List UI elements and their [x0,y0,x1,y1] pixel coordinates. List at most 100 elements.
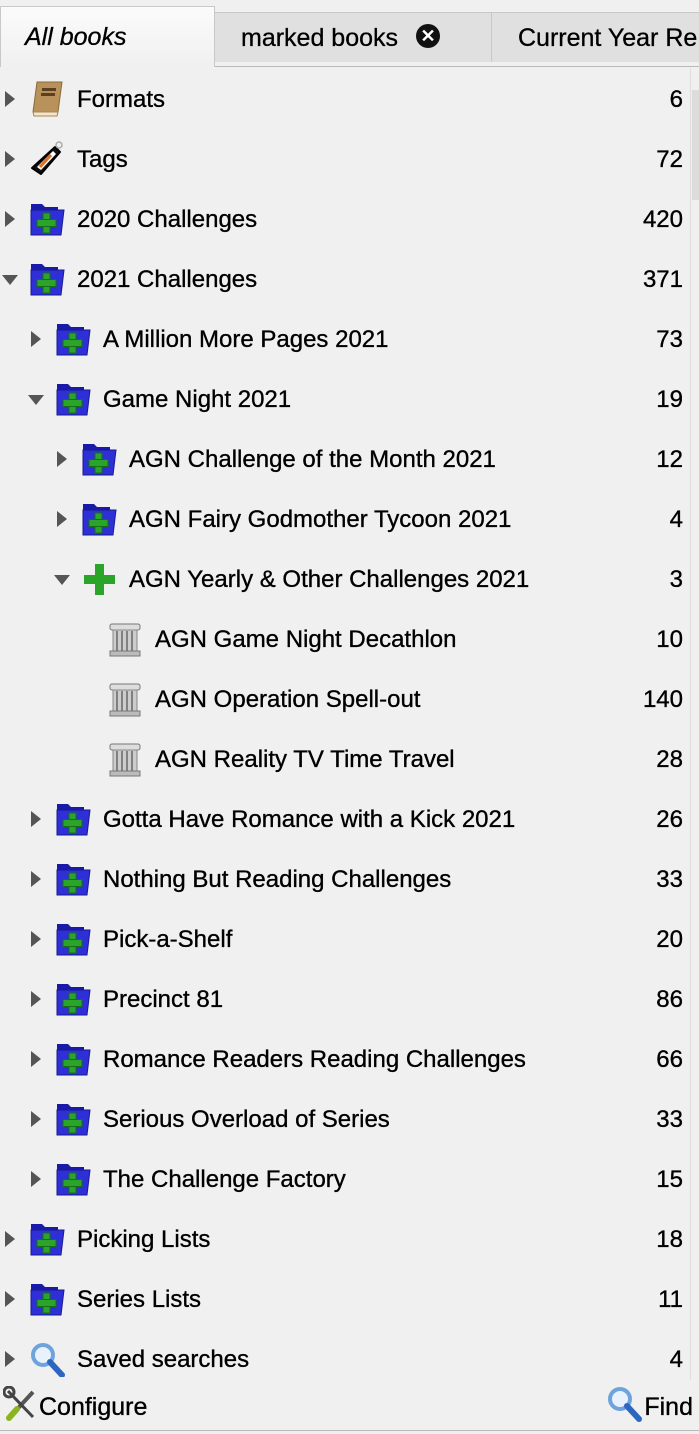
tree-item-count: 86 [656,986,683,1013]
expand-arrow-icon[interactable] [31,1111,41,1127]
tree-item[interactable]: Serious Overload of Series 33 [0,1089,690,1149]
search-icon [29,1341,65,1378]
tree-item-count: 73 [656,326,683,353]
tree-item[interactable]: Pick-a-Shelf 20 [0,909,690,969]
tree-item[interactable]: Gotta Have Romance with a Kick 2021 26 [0,789,690,849]
expand-arrow-icon[interactable] [5,211,15,227]
collapse-arrow-icon[interactable] [28,395,44,405]
tree-item-count: 19 [656,386,683,413]
tree-item[interactable]: AGN Operation Spell-out 140 [0,669,690,729]
expand-arrow-icon[interactable] [31,1171,41,1187]
tree-item-count: 66 [656,1046,683,1073]
folder-plus-icon [55,321,91,357]
expand-arrow-icon[interactable] [31,991,41,1007]
tree-item[interactable]: Saved searches 4 [0,1329,690,1380]
tree-item-label: AGN Yearly & Other Challenges 2021 [129,566,530,593]
vertical-scrollbar[interactable] [690,68,699,1380]
tree-item[interactable]: Tags 72 [0,129,690,189]
tree-item[interactable]: The Challenge Factory 15 [0,1149,690,1209]
tree-item[interactable]: Precinct 81 86 [0,969,690,1029]
tree-item[interactable]: Picking Lists 18 [0,1209,690,1269]
folder-plus-icon [29,201,65,237]
scrollbar-thumb[interactable] [692,90,699,200]
folder-plus-icon [81,441,117,477]
tree-item-count: 15 [656,1166,683,1193]
folder-plus-icon [55,381,91,417]
tree-item[interactable]: AGN Challenge of the Month 2021 12 [0,429,690,489]
folder-plus-icon [55,1101,91,1137]
tree-item-count: 11 [658,1286,683,1313]
tree-item-count: 3 [669,566,683,593]
expand-arrow-icon[interactable] [31,331,41,347]
tree-item-label: Nothing But Reading Challenges [103,866,452,893]
tree-item[interactable]: Romance Readers Reading Challenges 66 [0,1029,690,1089]
tag-icon [29,141,65,177]
tree-item-count: 28 [656,746,683,773]
tab-label: Current Year Re [518,24,698,52]
tree-item-count: 371 [642,266,683,293]
tree-item[interactable]: AGN Fairy Godmother Tycoon 2021 4 [0,489,690,549]
folder-plus-icon [29,261,65,297]
tree-item-count: 18 [656,1226,683,1253]
footer-bar: Configure Find [0,1380,699,1431]
tree-item-label: Gotta Have Romance with a Kick 2021 [103,806,516,833]
tree-item-count: 33 [656,1106,683,1133]
folder-plus-icon [29,1221,65,1257]
tab-all-books[interactable]: All books [0,6,215,67]
close-tab-icon[interactable]: ✕ [416,24,441,49]
expand-arrow-icon[interactable] [31,931,41,947]
find-button[interactable]: Find [606,1380,693,1430]
collapse-arrow-icon[interactable] [2,275,18,285]
expand-arrow-icon[interactable] [5,1291,15,1307]
expand-arrow-icon[interactable] [57,511,67,527]
tree-item[interactable]: Game Night 2021 19 [0,369,690,429]
tree-item[interactable]: Series Lists 11 [0,1269,690,1329]
tree-item-count: 10 [656,626,683,653]
expand-arrow-icon[interactable] [57,451,67,467]
expand-arrow-icon[interactable] [31,1051,41,1067]
expand-arrow-icon[interactable] [5,1351,15,1367]
book-icon [29,81,65,117]
tree-item[interactable]: 2021 Challenges 371 [0,249,690,309]
tree-item-count: 6 [669,86,683,113]
tree-item-label: 2021 Challenges [77,266,258,293]
expand-arrow-icon[interactable] [5,91,15,107]
tag-browser-tree: Formats 6 Tags 72 2020 Challenges 420 2021 Cha… [0,68,690,1380]
folder-plus-icon [55,981,91,1017]
tree-item-label: Romance Readers Reading Challenges [103,1046,526,1073]
configure-label: Configure [39,1393,148,1421]
find-label: Find [644,1393,693,1421]
tab-label: All books [25,23,127,51]
tree-item-label: Pick-a-Shelf [103,926,233,953]
tree-item-count: 4 [669,1346,683,1373]
expand-arrow-icon[interactable] [5,1231,15,1247]
expand-arrow-icon[interactable] [31,871,41,887]
tree-item[interactable]: AGN Reality TV Time Travel 28 [0,729,690,789]
tree-item[interactable]: AGN Game Night Decathlon 10 [0,609,690,669]
expand-arrow-icon[interactable] [5,151,15,167]
tree-item-label: Picking Lists [77,1226,211,1253]
collapse-arrow-icon[interactable] [54,575,70,585]
tree-item-label: AGN Operation Spell-out [155,686,421,713]
tree-item-count: 420 [642,206,683,233]
tree-item[interactable]: 2020 Challenges 420 [0,189,690,249]
tree-item[interactable]: Nothing But Reading Challenges 33 [0,849,690,909]
folder-plus-icon [55,921,91,957]
tree-item-label: Formats [77,86,166,113]
tree-item[interactable]: A Million More Pages 2021 73 [0,309,690,369]
tree-item[interactable]: Formats 6 [0,69,690,129]
tab-current-year[interactable]: Current Year Re [491,12,699,62]
folder-plus-icon [55,1161,91,1197]
folder-plus-icon [55,1041,91,1077]
tree-item-label: 2020 Challenges [77,206,258,233]
tree-item-label: Serious Overload of Series [103,1106,390,1133]
tree-item-label: AGN Game Night Decathlon [155,626,457,653]
pillar-icon [107,621,143,657]
folder-plus-icon [81,501,117,537]
expand-arrow-icon[interactable] [31,811,41,827]
tab-marked-books[interactable]: marked books ✕ [214,12,492,62]
tree-item[interactable]: AGN Yearly & Other Challenges 2021 3 [0,549,690,609]
configure-button[interactable]: Configure [2,1380,148,1430]
tree-item-label: Tags [77,146,128,173]
tree-item-label: Game Night 2021 [103,386,292,413]
